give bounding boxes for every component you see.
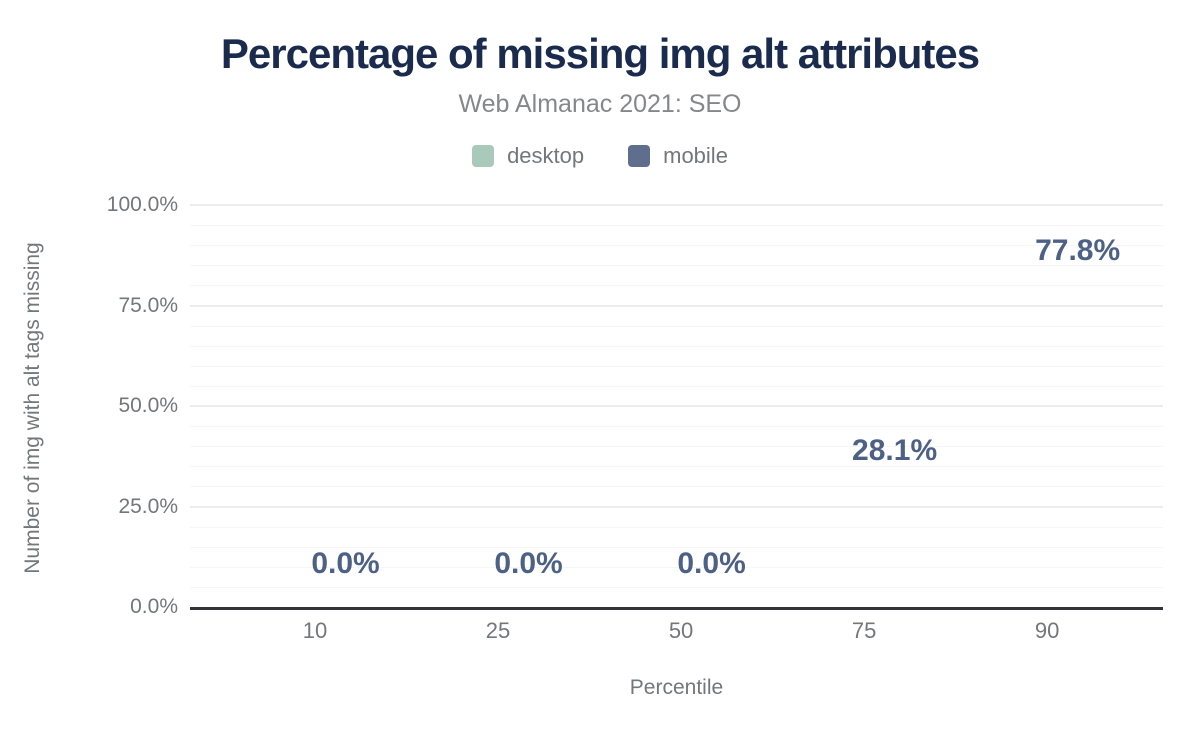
legend: desktop mobile <box>0 143 1200 169</box>
gridline-45 <box>190 426 1163 428</box>
legend-label-mobile: mobile <box>663 143 728 168</box>
gridline-85 <box>190 265 1163 267</box>
data-label-p50: 0.0% <box>677 547 746 580</box>
gridline-95 <box>190 225 1163 227</box>
x-tick-75: 75 <box>851 618 877 643</box>
gridline-100 <box>190 204 1163 206</box>
gridline-50 <box>190 405 1163 407</box>
y-tick-25.0%: 25.0% <box>118 494 178 518</box>
chart-subtitle: Web Almanac 2021: SEO <box>458 90 742 118</box>
x-tick-25: 25 <box>485 618 511 643</box>
gridline-70 <box>190 325 1163 327</box>
gridline-60 <box>190 365 1163 367</box>
gridline-75 <box>190 304 1163 307</box>
legend-item-mobile[interactable]: mobile <box>628 143 728 169</box>
data-label-p75: 28.1% <box>852 434 938 468</box>
legend-item-desktop[interactable]: desktop <box>472 143 584 169</box>
y-axis-ticks: 0.0% 25.0% 50.0% 75.0% 100.0% <box>0 193 178 618</box>
y-tick-50.0%: 50.0% <box>118 394 178 417</box>
gridline-65 <box>190 345 1163 347</box>
x-tick-50: 50 <box>668 618 694 643</box>
data-label-p10: 0.0% <box>311 547 380 580</box>
y-tick-0.0%: 0.0% <box>130 595 178 618</box>
gridline-5 <box>190 586 1163 588</box>
y-tick-100.0%: 100.0% <box>106 193 178 216</box>
gridline-25 <box>190 505 1163 508</box>
x-axis-line <box>190 607 1163 610</box>
x-tick-90: 90 <box>1034 618 1060 643</box>
gridline-90 <box>190 245 1163 247</box>
gridline-15 <box>190 546 1163 548</box>
gridline-55 <box>190 385 1163 387</box>
gridline-35 <box>190 466 1163 468</box>
x-axis-title: Percentile <box>629 676 724 699</box>
y-tick-75.0%: 75.0% <box>118 293 178 317</box>
data-label-p25: 0.0% <box>494 547 563 580</box>
gridline-10 <box>190 566 1163 568</box>
x-axis-ticks: 10 25 50 75 90 <box>190 618 1163 648</box>
chart-title: Percentage of missing img alt attributes <box>220 30 980 77</box>
gridline-30 <box>190 486 1163 488</box>
gridline-40 <box>190 446 1163 448</box>
plot-area: 0.0% 0.0% 0.0% 28.1% 77.8% <box>190 204 1163 610</box>
x-tick-10: 10 <box>302 618 328 643</box>
legend-label-desktop: desktop <box>507 143 585 168</box>
legend-swatch-desktop <box>472 145 495 167</box>
legend-swatch-mobile <box>628 145 651 167</box>
data-label-p90: 77.8% <box>1035 234 1121 268</box>
gridline-80 <box>190 285 1163 287</box>
gridline-20 <box>190 526 1163 528</box>
